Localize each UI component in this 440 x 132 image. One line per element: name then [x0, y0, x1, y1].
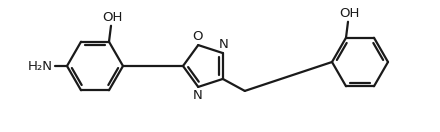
Text: H₂N: H₂N — [28, 60, 53, 72]
Text: N: N — [192, 89, 202, 102]
Text: N: N — [219, 38, 229, 51]
Text: OH: OH — [339, 7, 359, 20]
Text: OH: OH — [102, 11, 122, 24]
Text: O: O — [192, 30, 202, 43]
